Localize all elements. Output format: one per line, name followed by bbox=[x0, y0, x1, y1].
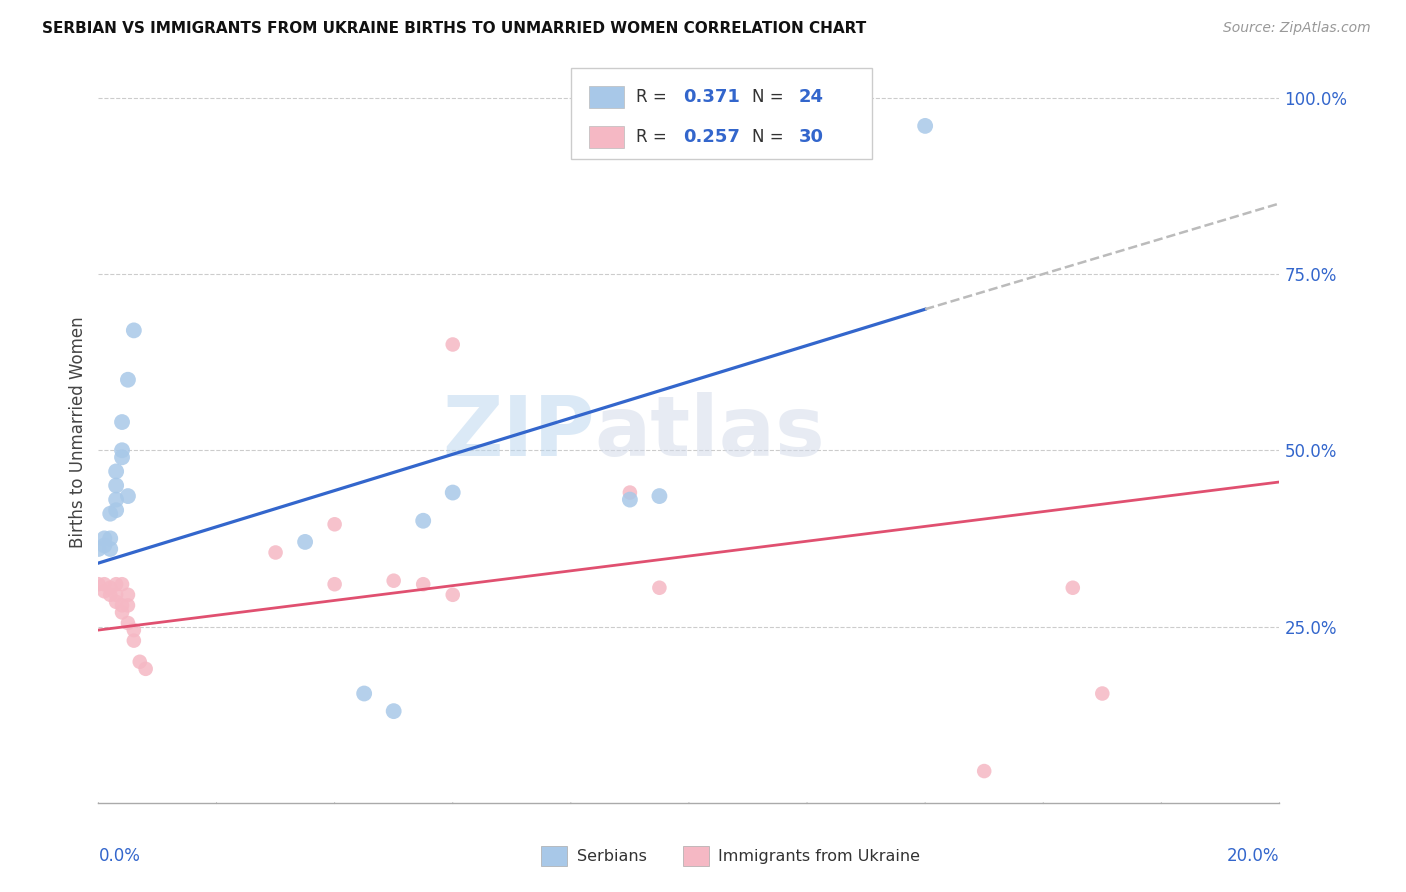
Point bbox=[412, 514, 434, 528]
Point bbox=[412, 577, 434, 591]
Point bbox=[973, 764, 995, 778]
Point bbox=[441, 485, 464, 500]
Text: N =: N = bbox=[752, 128, 789, 146]
Point bbox=[87, 577, 110, 591]
FancyBboxPatch shape bbox=[683, 847, 709, 866]
Text: atlas: atlas bbox=[595, 392, 825, 473]
Point bbox=[135, 662, 157, 676]
Point bbox=[117, 489, 139, 503]
Point bbox=[117, 599, 139, 613]
Point bbox=[122, 633, 145, 648]
Point bbox=[105, 595, 128, 609]
Point bbox=[111, 443, 134, 458]
Point bbox=[264, 545, 287, 559]
FancyBboxPatch shape bbox=[571, 69, 872, 159]
Point bbox=[648, 489, 671, 503]
Text: R =: R = bbox=[636, 128, 672, 146]
Text: 30: 30 bbox=[799, 128, 824, 146]
Text: Source: ZipAtlas.com: Source: ZipAtlas.com bbox=[1223, 21, 1371, 36]
Text: ZIP: ZIP bbox=[441, 392, 595, 473]
Text: 24: 24 bbox=[799, 88, 824, 106]
Point bbox=[105, 577, 128, 591]
Point bbox=[105, 478, 128, 492]
Point bbox=[98, 588, 121, 602]
Y-axis label: Births to Unmarried Women: Births to Unmarried Women bbox=[69, 317, 87, 549]
Point bbox=[382, 704, 405, 718]
Point bbox=[105, 464, 128, 478]
Point bbox=[619, 485, 641, 500]
FancyBboxPatch shape bbox=[589, 126, 624, 148]
Point bbox=[117, 615, 139, 630]
Point bbox=[128, 655, 150, 669]
Point bbox=[914, 119, 936, 133]
Point bbox=[648, 581, 671, 595]
Text: SERBIAN VS IMMIGRANTS FROM UKRAINE BIRTHS TO UNMARRIED WOMEN CORRELATION CHART: SERBIAN VS IMMIGRANTS FROM UKRAINE BIRTH… bbox=[42, 21, 866, 37]
Point bbox=[117, 373, 139, 387]
Point bbox=[98, 581, 121, 595]
Point bbox=[93, 577, 115, 591]
FancyBboxPatch shape bbox=[589, 87, 624, 108]
FancyBboxPatch shape bbox=[541, 847, 567, 866]
Text: N =: N = bbox=[752, 88, 789, 106]
Point bbox=[93, 538, 115, 552]
Text: 0.257: 0.257 bbox=[683, 128, 740, 146]
Point bbox=[98, 541, 121, 556]
Point bbox=[382, 574, 405, 588]
Point bbox=[111, 450, 134, 465]
Point bbox=[105, 503, 128, 517]
Text: 20.0%: 20.0% bbox=[1227, 847, 1279, 865]
Point bbox=[105, 492, 128, 507]
Point bbox=[1091, 686, 1114, 700]
Point bbox=[98, 507, 121, 521]
Point bbox=[294, 535, 316, 549]
Text: Immigrants from Ukraine: Immigrants from Ukraine bbox=[718, 848, 921, 863]
Point bbox=[619, 492, 641, 507]
Text: 0.371: 0.371 bbox=[683, 88, 740, 106]
Text: R =: R = bbox=[636, 88, 672, 106]
Point bbox=[105, 588, 128, 602]
Point bbox=[111, 415, 134, 429]
Point bbox=[111, 577, 134, 591]
Point bbox=[353, 686, 375, 700]
Point bbox=[441, 337, 464, 351]
Point bbox=[323, 517, 346, 532]
Point bbox=[323, 577, 346, 591]
Point bbox=[117, 588, 139, 602]
Point bbox=[93, 532, 115, 546]
Point bbox=[87, 541, 110, 556]
Point bbox=[441, 588, 464, 602]
Point bbox=[122, 323, 145, 337]
Text: Serbians: Serbians bbox=[576, 848, 647, 863]
Text: 0.0%: 0.0% bbox=[98, 847, 141, 865]
Point bbox=[111, 606, 134, 620]
Point bbox=[111, 599, 134, 613]
Point bbox=[93, 584, 115, 599]
Point bbox=[98, 532, 121, 546]
Point bbox=[1062, 581, 1084, 595]
Point bbox=[122, 623, 145, 637]
